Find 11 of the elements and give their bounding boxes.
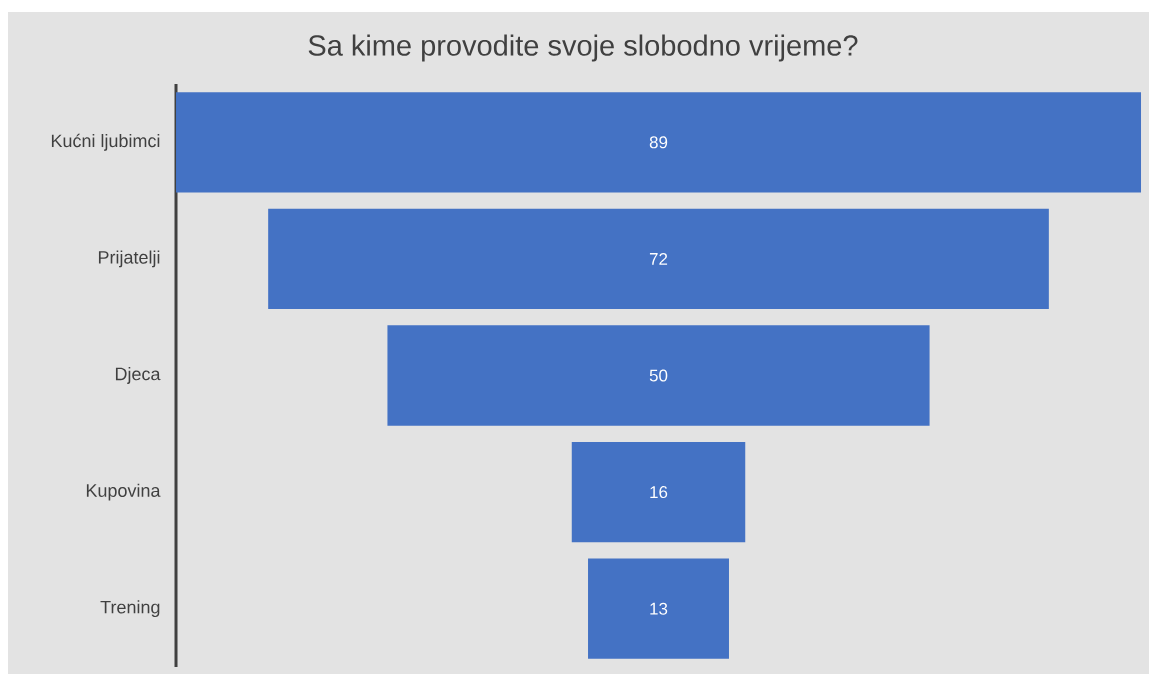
data-label: 13 [650, 602, 668, 615]
data-label: 16 [650, 486, 668, 499]
data-label: 89 [649, 136, 668, 149]
data-label: 50 [649, 369, 668, 382]
category-label: Djeca [115, 367, 161, 384]
category-label: Trening [100, 600, 160, 618]
category-label: Prijatelji [98, 250, 160, 268]
text: Sa kime provodite svoje slobodno vrijeme? [308, 34, 858, 62]
category-label: Kupovina [86, 483, 161, 501]
data-label: 72 [649, 252, 668, 265]
category-label: Kućni ljubimci [51, 133, 160, 151]
